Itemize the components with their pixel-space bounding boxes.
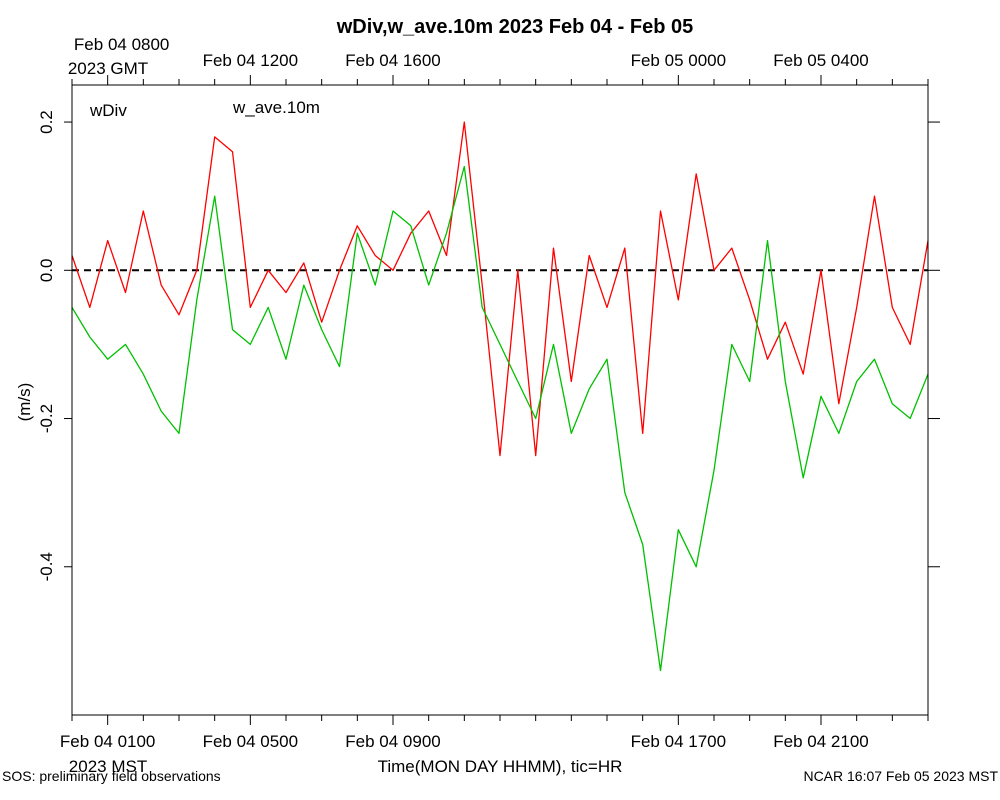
x-tick-label: Feb 04 0500 bbox=[203, 732, 298, 751]
x-tick-label: Feb 04 2100 bbox=[773, 732, 868, 751]
top-axis-zone-label: 2023 GMT bbox=[68, 59, 148, 78]
x-axis-label: Time(MON DAY HHMM), tic=HR bbox=[378, 757, 623, 776]
bottom-axis: Feb 04 0100 Feb 04 0500 Feb 04 0900 Feb 04 … bbox=[60, 715, 929, 751]
top-tick-label: Feb 04 1600 bbox=[345, 51, 440, 70]
top-tick-label: Feb 05 0000 bbox=[631, 51, 726, 70]
legend-entry-w-ave-10m: w_ave.10m bbox=[232, 98, 320, 117]
top-tick-label: Feb 04 0800 bbox=[74, 35, 169, 54]
right-axis bbox=[928, 121, 940, 568]
series-layer bbox=[71, 121, 929, 672]
plot-frame bbox=[71, 84, 929, 716]
chart-title: wDiv,w_ave.10m 2023 Feb 04 - Feb 05 bbox=[336, 16, 693, 38]
y-tick-label: 0.0 bbox=[37, 258, 56, 282]
top-tick-label: Feb 05 0400 bbox=[773, 51, 868, 70]
top-axis: Feb 04 0800 Feb 04 1200 Feb 04 1600 Feb 05 … bbox=[71, 35, 929, 85]
x-tick-label: Feb 04 1700 bbox=[631, 732, 726, 751]
legend-entry-wdiv: wDiv bbox=[89, 101, 127, 120]
y-tick-label: 0.2 bbox=[37, 110, 56, 134]
top-tick-label: Feb 04 1200 bbox=[203, 51, 298, 70]
bottom-axis-zone-label: 2023 MST bbox=[69, 757, 147, 776]
y-tick-label: -0.4 bbox=[37, 552, 56, 581]
x-tick-label: Feb 04 0900 bbox=[345, 732, 440, 751]
y-tick-label: -0.2 bbox=[37, 404, 56, 433]
x-tick-label: Feb 04 0100 bbox=[60, 732, 155, 751]
y-axis-label: (m/s) bbox=[15, 383, 34, 422]
footer-source-note: SOS: preliminary field observations bbox=[2, 768, 221, 784]
series-w-ave-10m-line bbox=[71, 165, 929, 672]
y-axis: -0.4 -0.2 0.0 0.2 bbox=[37, 110, 72, 581]
series-wdiv-line bbox=[71, 121, 929, 457]
footer-timestamp: NCAR 16:07 Feb 05 2023 MST bbox=[803, 768, 998, 784]
